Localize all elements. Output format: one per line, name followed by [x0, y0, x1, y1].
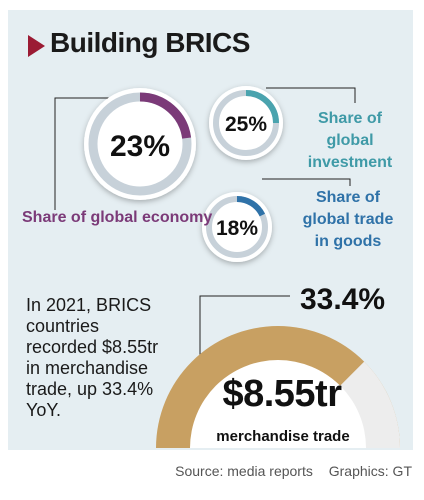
investment-value-label: 25% — [225, 113, 267, 136]
trade-leader-line — [262, 178, 351, 186]
merch-caption: merchandise trade — [216, 428, 350, 445]
description-text: In 2021, BRICS countries recorded $8.55t… — [26, 295, 159, 420]
economy-donut-bg — [84, 88, 196, 200]
merch-gauge-inner — [190, 360, 366, 448]
economy-donut-arc — [139, 92, 192, 139]
merch-amount-label: $8.55tr — [222, 373, 342, 415]
economy-label: Share of global economy — [22, 209, 213, 226]
trade-donut-bg — [202, 192, 272, 262]
merch-leader-line — [199, 295, 290, 360]
footer: Source: media reports Graphics: GT — [175, 463, 412, 479]
merch-gauge — [156, 326, 400, 448]
investment-leader-line — [266, 87, 356, 103]
investment-donut-arc — [245, 90, 279, 124]
economy-leader-line — [54, 97, 128, 210]
trade-donut-arc — [236, 196, 266, 217]
trade-label: Share of global trade in goods — [302, 189, 394, 250]
investment-label: Share of global investment — [307, 110, 393, 171]
economy-value-label: 23% — [110, 130, 170, 163]
investment-donut-bg — [209, 86, 283, 160]
page-title: Building BRICS — [50, 27, 250, 58]
growth-label: 33.4% — [300, 283, 386, 316]
title-marker-icon — [28, 35, 45, 57]
trade-value-label: 18% — [216, 217, 258, 240]
graphics-credit: Graphics: GT — [328, 463, 412, 479]
source-credit: Source: media reports — [175, 463, 313, 479]
